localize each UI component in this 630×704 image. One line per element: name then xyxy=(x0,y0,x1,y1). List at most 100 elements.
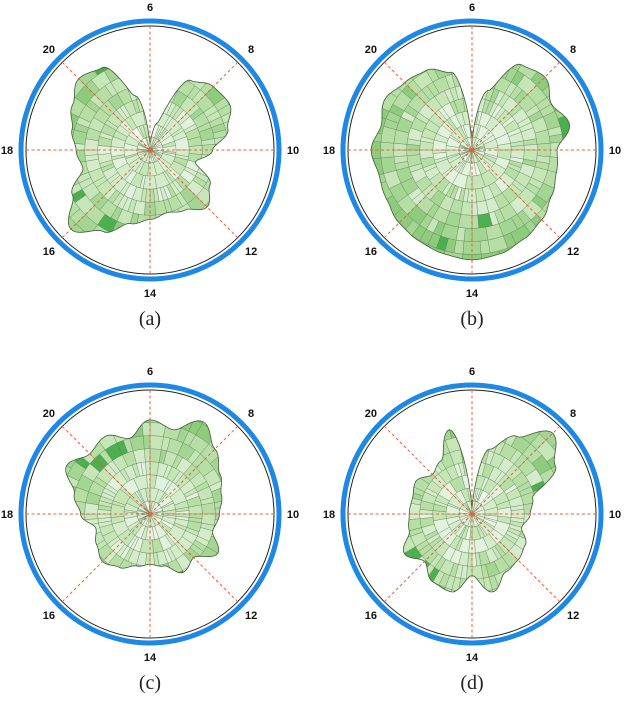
area-cell xyxy=(228,514,241,522)
area-cell xyxy=(142,435,151,450)
area-cell xyxy=(91,40,114,60)
area-cell xyxy=(545,527,557,546)
area-cell xyxy=(472,396,482,410)
area-cell xyxy=(554,173,570,195)
area-cell xyxy=(562,522,576,532)
tick-label: 6 xyxy=(147,2,153,14)
tick-label: 14 xyxy=(466,652,479,664)
area-cell xyxy=(563,455,583,478)
area-cell xyxy=(227,521,241,530)
area-cell xyxy=(105,419,127,432)
area-cell xyxy=(49,478,64,490)
area-cell xyxy=(471,226,489,242)
area-cell xyxy=(371,158,372,181)
area-cell xyxy=(521,546,541,565)
area-cell xyxy=(462,396,472,410)
area-cell xyxy=(145,97,151,112)
area-cell xyxy=(558,566,574,581)
area-cell xyxy=(214,149,229,158)
area-cell xyxy=(65,540,83,561)
area-cell xyxy=(445,410,464,426)
area-cell xyxy=(403,467,405,488)
tick-label: 8 xyxy=(248,408,254,420)
area-cell xyxy=(419,429,434,436)
area-cell xyxy=(464,435,473,450)
area-cell xyxy=(68,89,76,105)
tick-label: 8 xyxy=(570,44,576,56)
area-cell xyxy=(174,597,195,615)
area-cell xyxy=(488,600,508,617)
area-cell xyxy=(140,419,151,424)
area-cell xyxy=(149,422,167,438)
area-cell xyxy=(461,253,483,260)
area-cell xyxy=(130,33,141,47)
area-cell xyxy=(133,67,151,74)
area-cell xyxy=(472,410,490,424)
area-cell xyxy=(201,67,226,71)
area-cell xyxy=(186,241,209,261)
area-cell xyxy=(211,166,226,178)
area-cell xyxy=(251,532,266,544)
area-cell xyxy=(98,578,111,593)
area-cell xyxy=(104,567,123,573)
area-cell xyxy=(34,120,49,132)
area-cell xyxy=(472,604,490,618)
area-cell xyxy=(368,522,384,541)
area-cell xyxy=(196,584,218,604)
area-cell xyxy=(241,141,254,150)
spoke-8 xyxy=(149,425,239,515)
area-cell xyxy=(241,91,257,106)
area-cell xyxy=(166,602,177,617)
area-cell xyxy=(562,90,570,115)
area-cell xyxy=(141,46,150,59)
area-cell xyxy=(370,438,392,461)
tick-label: 12 xyxy=(567,246,579,258)
spoke-8 xyxy=(471,425,561,515)
area-cell xyxy=(411,588,427,592)
area-cell xyxy=(416,449,435,469)
area-cell xyxy=(371,157,384,178)
area-cell xyxy=(499,400,512,415)
area-cell xyxy=(481,617,492,631)
area-cell xyxy=(396,64,413,71)
area-cell xyxy=(422,609,445,628)
area-cell xyxy=(445,47,456,62)
area-cell xyxy=(138,565,151,573)
area-cell xyxy=(464,578,473,592)
area-cell xyxy=(354,514,369,534)
tick-label: 14 xyxy=(466,288,479,300)
area-cell xyxy=(90,589,104,605)
area-cell xyxy=(531,587,556,592)
area-cell xyxy=(233,538,251,559)
area-cell xyxy=(485,64,504,77)
area-cell xyxy=(114,600,134,617)
area-cell xyxy=(214,566,222,573)
area-cell xyxy=(144,84,151,99)
area-cell xyxy=(149,71,164,86)
area-cell xyxy=(170,67,190,80)
area-cell xyxy=(516,43,531,59)
area-cell xyxy=(144,448,151,463)
polar-chart-d: 6 8 10 12 14 16 18 20 (d) xyxy=(322,364,622,704)
area-cell xyxy=(463,429,473,437)
area-cell xyxy=(463,64,473,73)
area-cell xyxy=(238,123,254,142)
area-cell xyxy=(220,540,222,553)
area-cell xyxy=(374,470,389,483)
area-cell xyxy=(81,546,101,565)
area-cell xyxy=(65,490,75,508)
area-cell xyxy=(253,150,268,170)
area-outline xyxy=(67,66,232,233)
area-cell xyxy=(517,583,540,592)
area-cell xyxy=(161,72,171,88)
area-cell xyxy=(97,419,112,436)
area-cell xyxy=(508,404,531,424)
area-cell xyxy=(141,605,150,618)
area-cell xyxy=(563,505,576,514)
area-cell xyxy=(194,569,216,573)
area-cell xyxy=(406,149,421,156)
tick-label: 10 xyxy=(287,145,299,157)
area-cell xyxy=(516,600,539,621)
area-cell xyxy=(226,490,240,500)
area-cell xyxy=(404,429,427,445)
